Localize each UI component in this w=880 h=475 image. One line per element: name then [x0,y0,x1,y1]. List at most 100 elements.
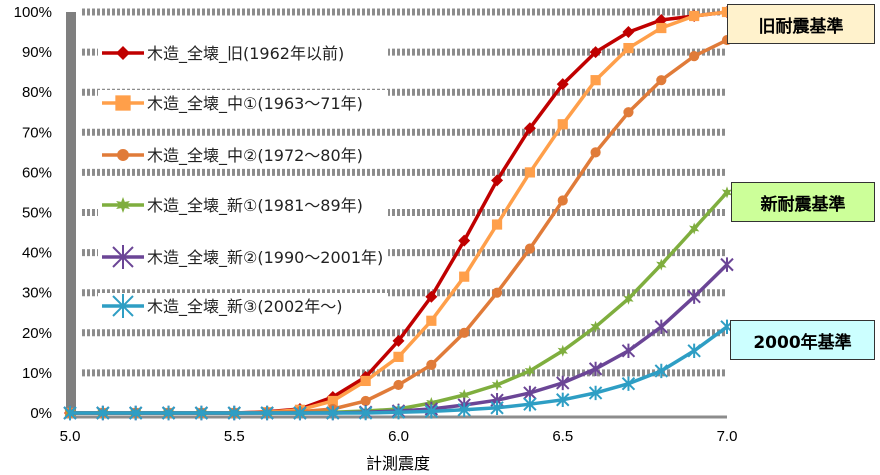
y-tick-label: 70% [22,124,52,141]
y-tick-labels: 0% 10% 20% 30% 40% 50% 60% 70% 80% 90% 100% [14,4,52,422]
data-point [557,195,568,206]
data-point [393,379,404,391]
data-point [556,375,570,391]
data-point [590,320,601,333]
legend-background [98,244,388,270]
legend-background [98,293,388,319]
series-group [63,6,734,421]
annotation-2000-standard: 2000年基準 [730,320,875,360]
data-point [128,405,143,421]
legend-label: 木造_全壊_新③(2002年～) [147,297,343,317]
data-point [194,405,209,421]
data-point [721,186,733,199]
y-tick-label: 80% [22,84,52,101]
y-tick-label: 10% [22,365,52,382]
legend-marker [112,294,134,318]
data-point [557,344,568,357]
y-axis-bar [66,12,76,416]
data-point [327,395,338,407]
data-point [161,405,176,421]
legend-label: 木造_全壊_旧(1962年以前) [147,44,344,64]
data-point [689,222,700,235]
data-point [656,75,667,86]
annotation-old-standard: 旧耐震基準 [727,4,875,44]
data-point [689,51,700,62]
data-point [589,46,602,59]
y-tick-label: 50% [22,205,52,222]
data-point [556,392,570,407]
data-point [623,292,634,305]
legend-marker [116,46,130,60]
data-point [293,405,307,421]
data-point [590,147,601,158]
legend-marker [116,197,130,213]
data-point [557,119,568,130]
data-point [687,343,701,359]
data-point [491,378,503,391]
y-tick-label: 90% [22,44,52,61]
data-point [523,396,537,412]
data-point [96,405,110,421]
legend: 木造_全壊_旧(1962年以前) 木造_全壊_中①(1963～71年) 木造_全壊_… [98,40,388,319]
legend-background [98,142,388,168]
data-point [689,10,700,22]
x-tick-label: 6.5 [552,428,573,445]
legend-background [98,192,388,218]
data-point [523,122,536,135]
data-point [590,75,601,86]
data-point [623,42,634,54]
data-point [490,400,504,415]
y-tick-label: 0% [30,405,52,422]
data-point [588,385,603,401]
data-point [491,174,504,187]
data-point [524,364,536,377]
annotation-new-standard: 新耐震基準 [731,182,875,222]
data-point [656,258,667,271]
data-point [459,389,470,401]
data-point [360,375,371,387]
data-point [360,395,371,407]
legend-label: 木造_全壊_新①(1981～89年) [147,196,363,216]
data-point [459,271,470,282]
x-tick-labels: 5.0 5.5 6.0 6.5 7.0 [60,428,738,445]
data-point [424,404,439,419]
data-point [358,405,373,421]
data-point [654,319,669,334]
x-tick-label: 6.0 [388,428,409,445]
legend-marker [115,95,131,111]
axes [66,12,727,419]
x-tick-label: 5.0 [60,428,81,445]
y-tick-label: 20% [22,325,52,342]
data-point [623,107,634,118]
data-point [393,351,404,362]
y-tick-label: 100% [14,4,52,21]
data-point [391,404,406,420]
data-point [491,219,503,230]
y-tick-label: 40% [22,245,52,262]
data-point [656,22,667,34]
data-point [687,289,701,304]
legend-marker [117,149,129,161]
data-point [524,167,535,178]
x-tick-label: 7.0 [717,428,738,445]
legend-label: 木造_全壊_新②(1990～2001年) [147,248,383,268]
legend-label: 木造_全壊_中②(1972～80年) [147,146,363,166]
data-point [457,402,471,417]
data-point [63,405,77,421]
x-tick-label: 5.5 [224,428,245,445]
series-6 [63,319,734,421]
data-point [426,315,437,326]
data-point [491,287,503,298]
y-tick-label: 60% [22,164,52,181]
data-point [260,405,274,421]
legend-background [98,40,388,66]
data-point [720,257,734,272]
data-point [654,363,669,379]
data-point [556,78,569,91]
data-point [458,234,471,247]
data-point [621,376,636,391]
x-axis-label: 計測震度 [366,454,430,473]
data-point [227,405,241,421]
data-point [426,359,437,370]
